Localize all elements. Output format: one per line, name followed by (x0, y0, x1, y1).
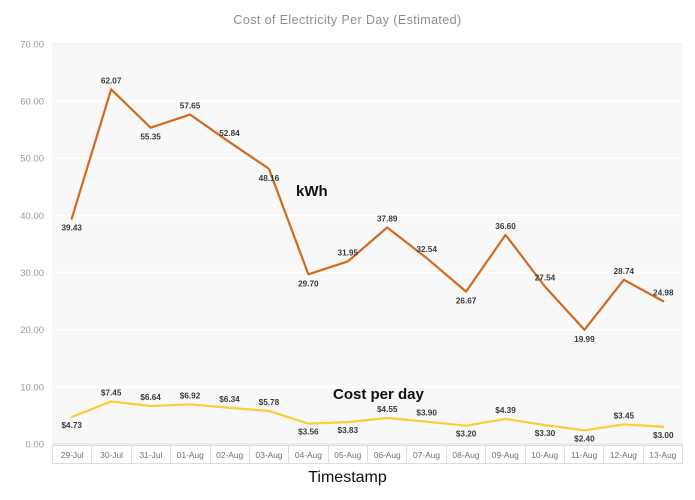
x-axis-tick-label: 29-Jul (53, 446, 93, 463)
cost-data-label: $3.45 (614, 411, 635, 420)
y-axis-tick-label: 0.00 (26, 439, 45, 450)
x-axis-tick-label: 31-Jul (132, 446, 172, 463)
kwh-data-label: 39.43 (61, 224, 82, 233)
x-axis-tick-label: 12-Aug (604, 446, 644, 463)
x-axis-tick-label: 13-Aug (644, 446, 683, 463)
x-axis-tick-label: 02-Aug (211, 446, 250, 463)
x-axis-tick-label: 30-Jul (92, 446, 132, 463)
kwh-data-label: 52.84 (219, 129, 240, 138)
kwh-data-label: 37.89 (377, 214, 398, 223)
series-line-cost (70, 400, 665, 432)
kwh-data-label: 57.65 (180, 102, 201, 111)
cost-data-label: $3.30 (535, 429, 556, 438)
y-axis-tick-label: 20.00 (20, 325, 44, 336)
cost-data-label: $6.34 (219, 395, 240, 404)
cost-data-label: $3.00 (653, 431, 674, 440)
cost-data-label: $4.55 (377, 405, 398, 414)
kwh-data-label: 28.74 (614, 267, 635, 276)
x-axis-tick-label: 03-Aug (250, 446, 290, 463)
kwh-data-label: 27.54 (535, 274, 556, 283)
x-axis-tick-label: 09-Aug (486, 446, 526, 463)
x-axis-tick-label: 08-Aug (447, 446, 487, 463)
x-axis-tick-label: 10-Aug (526, 446, 565, 463)
cost-data-label: $6.92 (180, 391, 201, 400)
x-axis-tick-label: 07-Aug (407, 446, 447, 463)
x-axis-tick-label: 04-Aug (289, 446, 329, 463)
kwh-data-label: 32.54 (416, 245, 437, 254)
y-axis-tick-label: 30.00 (20, 268, 44, 279)
cost-data-label: $3.90 (416, 409, 437, 418)
cost-series-annotation: Cost per day (333, 386, 425, 403)
kwh-data-label: 55.35 (140, 133, 161, 142)
kwh-series-annotation: kWh (296, 183, 328, 200)
kwh-data-label: 24.98 (653, 288, 674, 297)
kwh-data-label: 29.70 (298, 279, 319, 288)
kwh-data-label: 26.67 (456, 297, 477, 306)
x-axis-tick-label: 06-Aug (368, 446, 408, 463)
cost-data-label: $3.56 (298, 428, 319, 437)
cost-data-label: $4.73 (61, 421, 82, 430)
x-axis-title: Timestamp (308, 469, 387, 486)
y-axis-tick-label: 50.00 (20, 154, 44, 165)
y-axis-tick-label: 70.00 (20, 39, 44, 50)
kwh-data-label: 31.95 (338, 248, 359, 257)
cost-data-label: $4.39 (495, 406, 516, 415)
x-axis-tick-label: 01-Aug (171, 446, 211, 463)
cost-data-label: $3.83 (338, 426, 359, 435)
cost-data-label: $7.45 (101, 388, 122, 397)
cost-data-label: $6.64 (140, 393, 161, 402)
x-axis-label-row: 29-Jul 30-Jul 31-Jul 01-Aug 02-Aug 03-Aug 04-A… (52, 445, 683, 464)
x-axis-tick-label: 05-Aug (329, 446, 368, 463)
x-axis-tick-label: 11-Aug (565, 446, 605, 463)
kwh-data-label: 19.99 (574, 335, 595, 344)
kwh-data-label: 36.60 (495, 222, 516, 231)
chart-title: Cost of Electricity Per Day (Estimated) (233, 13, 462, 27)
cost-data-label: $5.78 (259, 398, 280, 407)
cost-data-label: $2.40 (574, 434, 595, 443)
y-axis-tick-label: 60.00 (20, 97, 44, 108)
y-axis-tick-label: 40.00 (20, 211, 44, 222)
kwh-data-label: 48.16 (259, 174, 280, 183)
y-axis-tick-label: 10.00 (20, 382, 44, 393)
cost-data-label: $3.20 (456, 430, 477, 439)
kwh-data-label: 62.07 (101, 76, 122, 85)
series-line-kwh (70, 88, 665, 331)
